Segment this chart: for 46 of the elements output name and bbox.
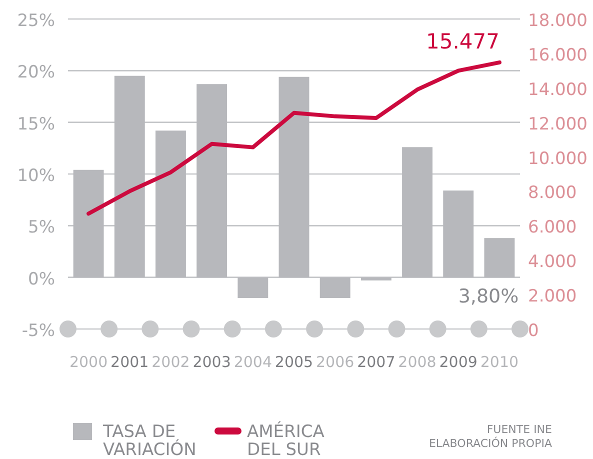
x-tick-label: 2000 [69,353,108,371]
line-series [86,60,502,216]
y2-tick-label: 6.000 [528,218,577,238]
y2-tick-label: 4.000 [528,252,577,272]
bar [156,130,186,278]
y2-tick-label: 8.000 [528,183,577,204]
x-tick-label: 2005 [274,353,314,371]
y2-tick-label: 10.000 [528,148,588,169]
bar [278,76,310,278]
bar [484,238,515,278]
y-tick-label: 20% [17,62,55,83]
x-tick-label: 2009 [439,353,478,371]
x-tick-label: 2004 [234,353,272,371]
y2-tick-label: 18.000 [528,11,588,31]
y2-tick-label: 14.000 [528,80,588,100]
bar [114,76,145,278]
y2-tick-label: 16.000 [528,45,588,66]
legend-label: AMÉRICA DEL SUR [247,421,325,459]
y2-tick-label: 0 [528,321,539,341]
x-tick-label: 2001 [110,353,149,371]
bar [73,170,104,278]
data-label: 15.477 [426,29,500,54]
bar [320,277,350,298]
bar [238,277,268,298]
bar [360,277,392,280]
y-tick-label: -5% [22,321,55,341]
bar [443,190,474,278]
bar [402,147,432,278]
x-tick-label: 2003 [192,353,231,371]
y-tick-label: 25% [17,11,55,31]
y-tick-label: 10% [17,166,55,186]
x-tick-label: 2006 [316,353,354,371]
x-tick-label: 2008 [398,353,436,371]
y2-tick-label: 12.000 [528,114,588,134]
source-note: FUENTE INE [486,423,552,436]
bar [196,84,228,278]
data-label: 3,80% [458,285,519,308]
y-tick-label: 5% [28,218,55,238]
x-tick-label: 2007 [357,353,396,371]
text: ELABORACIÓN PROPIA [428,436,552,450]
x-tick-label: 2002 [152,353,190,371]
y2-tick-label: 2.000 [528,286,577,307]
y-tick-label: 15% [17,114,55,134]
x-tick-label: 2010 [480,353,519,371]
legend-label: TASA DE VARIACIÓN [102,422,196,459]
y-tick-label: 0% [28,269,55,290]
